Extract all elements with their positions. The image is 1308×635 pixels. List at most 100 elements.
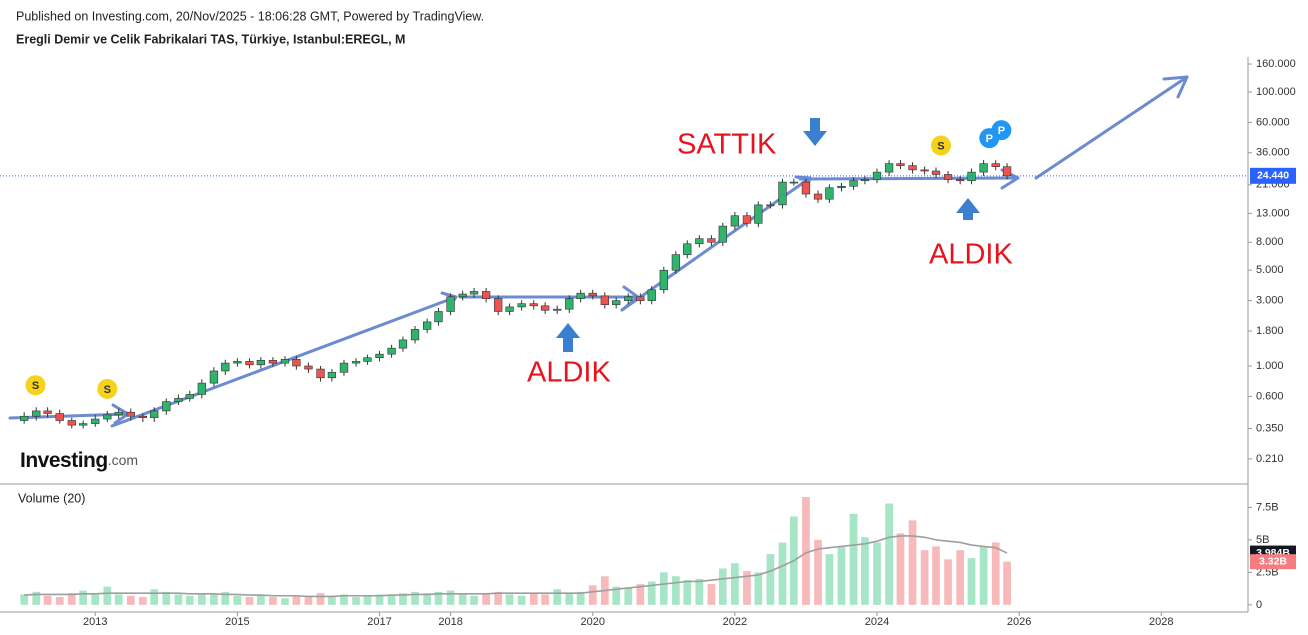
- candle-body: [280, 358, 290, 364]
- volume-bar: [565, 593, 574, 605]
- candle-body: [197, 382, 206, 395]
- event-label: P: [986, 133, 993, 145]
- candle-body: [908, 165, 917, 171]
- volume-bar: [718, 568, 727, 605]
- logo-text: Investing: [20, 449, 108, 472]
- volume-bar: [908, 520, 917, 605]
- volume-bar: [162, 591, 171, 605]
- candle-body: [20, 415, 29, 421]
- candle-body: [529, 303, 538, 307]
- volume-bar: [482, 593, 490, 605]
- volume-bar: [91, 593, 100, 605]
- volume-bar: [766, 554, 775, 605]
- candle-body: [67, 420, 76, 426]
- event-marker: [991, 120, 1012, 141]
- volume-bar: [849, 513, 858, 605]
- annotation: ALDIK: [527, 357, 611, 389]
- x-tick-label: 2022: [723, 616, 747, 628]
- volume-bar: [269, 597, 277, 605]
- volume-bar: [446, 590, 455, 605]
- y-tick-label: 3.000: [1256, 295, 1284, 307]
- volume-bar: [529, 593, 538, 605]
- candle-body: [138, 415, 148, 418]
- candle-body: [387, 347, 396, 355]
- volume-bar: [517, 595, 526, 605]
- candle-body: [742, 215, 752, 224]
- volume-bar: [20, 594, 29, 605]
- volume-bar: [281, 598, 289, 605]
- last-price-label: 24.440: [1257, 170, 1289, 182]
- volume-bar: [896, 533, 905, 605]
- x-tick-label: 2013: [83, 616, 107, 628]
- candle-body: [103, 414, 112, 420]
- candle-body: [825, 187, 834, 200]
- candle-body: [481, 291, 491, 299]
- logo-suffix: .com: [108, 452, 138, 468]
- candle-body: [304, 365, 313, 370]
- chart-title: Eregli Demir ve Celik Fabrikalari TAS, T…: [16, 32, 405, 46]
- volume-bar: [1003, 561, 1011, 605]
- candle-body: [32, 410, 41, 417]
- volume-bar: [944, 559, 952, 605]
- candle-body: [292, 358, 301, 367]
- candle-body: [517, 303, 526, 308]
- y-tick-label: 60.000: [1256, 116, 1290, 128]
- volume-bar: [967, 558, 976, 605]
- y-tick-label: 0.600: [1256, 390, 1284, 402]
- y-tick-label: 100.000: [1256, 86, 1296, 98]
- candle-body: [174, 398, 183, 402]
- x-tick-label: 2020: [580, 616, 604, 628]
- volume-bar: [221, 591, 230, 605]
- x-tick-label: 2018: [438, 616, 462, 628]
- volume-bar: [837, 546, 846, 605]
- volume-bar: [695, 578, 704, 605]
- candle-body: [540, 305, 550, 311]
- volume-label: 3.32B: [1259, 555, 1287, 567]
- volume-bar: [174, 594, 183, 605]
- volume-bar: [636, 584, 645, 605]
- candle-body: [316, 368, 325, 379]
- volume-bar: [873, 542, 881, 605]
- candle-body: [43, 410, 52, 414]
- volume-bar: [505, 594, 514, 605]
- candle-body: [624, 296, 633, 301]
- volume-bar: [292, 595, 301, 605]
- volume-bar: [458, 594, 467, 605]
- y-tick-label: 1.000: [1256, 360, 1284, 372]
- volume-bar: [316, 593, 325, 605]
- volume-bar: [979, 546, 988, 605]
- volume-bar: [659, 572, 668, 605]
- up-arrow: [556, 323, 580, 352]
- volume-bar: [731, 563, 739, 605]
- volume-bar: [932, 546, 940, 605]
- volume-bar: [375, 594, 384, 605]
- candle-body: [185, 394, 194, 399]
- candle-body: [801, 181, 811, 195]
- volume-tick-label: 7.5B: [1256, 501, 1279, 513]
- candle-body: [422, 321, 432, 330]
- x-tick-label: 2024: [865, 616, 889, 628]
- candle-body: [79, 423, 88, 426]
- candle-body: [469, 291, 479, 295]
- candle-body: [647, 289, 656, 301]
- y-tick-label: 5.000: [1256, 264, 1284, 276]
- trend-line: [1034, 75, 1189, 180]
- volume-bar: [114, 594, 123, 605]
- event-label: S: [104, 384, 111, 396]
- volume-bar: [612, 586, 621, 605]
- volume-bar: [411, 591, 419, 605]
- event-marker: [25, 375, 46, 396]
- volume-bar: [743, 571, 751, 605]
- candle-body: [778, 181, 787, 206]
- volume-bar: [802, 496, 810, 605]
- volume-bar: [754, 572, 763, 605]
- volume-bar: [814, 539, 822, 605]
- logo: Investing.com: [20, 449, 138, 472]
- candle-body: [789, 181, 799, 184]
- candles: [20, 160, 1012, 429]
- candle-body: [659, 269, 668, 291]
- candle-body: [410, 329, 420, 341]
- candle-body: [754, 204, 763, 224]
- candle-body: [860, 179, 870, 182]
- candle-body: [245, 361, 254, 366]
